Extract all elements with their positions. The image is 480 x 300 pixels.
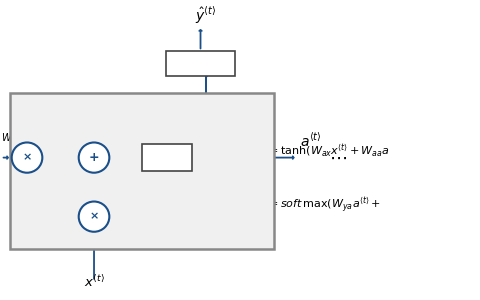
Text: $W_{aa}a^{\langle t-1\rangle}$: $W_{aa}a^{\langle t-1\rangle}$: [0, 130, 48, 146]
Text: $W_{ax}x^{\langle t\rangle}$: $W_{ax}x^{\langle t\rangle}$: [101, 176, 135, 192]
Ellipse shape: [12, 142, 42, 173]
Text: RNN cell: RNN cell: [230, 236, 269, 245]
Text: +: +: [89, 151, 99, 164]
Text: $\hat{y}^{\langle t\rangle} = \mathit{soft}\,\mathrm{max}(W_{ya}a^{\langle t\ran: $\hat{y}^{\langle t\rangle} = \mathit{so…: [250, 195, 381, 214]
Bar: [142, 144, 192, 171]
Text: $\hat{y}^{\langle t\rangle}$: $\hat{y}^{\langle t\rangle}$: [195, 5, 216, 26]
Ellipse shape: [79, 142, 109, 173]
Text: $a^{\langle t\rangle}$: $a^{\langle t\rangle}$: [300, 133, 322, 150]
Text: ×: ×: [89, 212, 99, 222]
Bar: [166, 51, 235, 76]
Text: $a^{\langle t\rangle} = \tanh(W_{ax}x^{\langle t\rangle} + W_{aa}a$: $a^{\langle t\rangle} = \tanh(W_{ax}x^{\…: [250, 143, 389, 160]
Text: tanh: tanh: [155, 153, 179, 163]
Bar: [10, 93, 274, 249]
Text: ×: ×: [23, 153, 32, 163]
Ellipse shape: [79, 202, 109, 232]
Text: $b_a$: $b_a$: [101, 101, 116, 117]
Text: $\cdots$: $\cdots$: [328, 148, 347, 166]
Text: softmax: softmax: [181, 59, 220, 69]
Text: $a^{\langle t\rangle}$: $a^{\langle t\rangle}$: [210, 136, 225, 149]
Text: $x^{\langle t\rangle}$: $x^{\langle t\rangle}$: [84, 274, 105, 290]
